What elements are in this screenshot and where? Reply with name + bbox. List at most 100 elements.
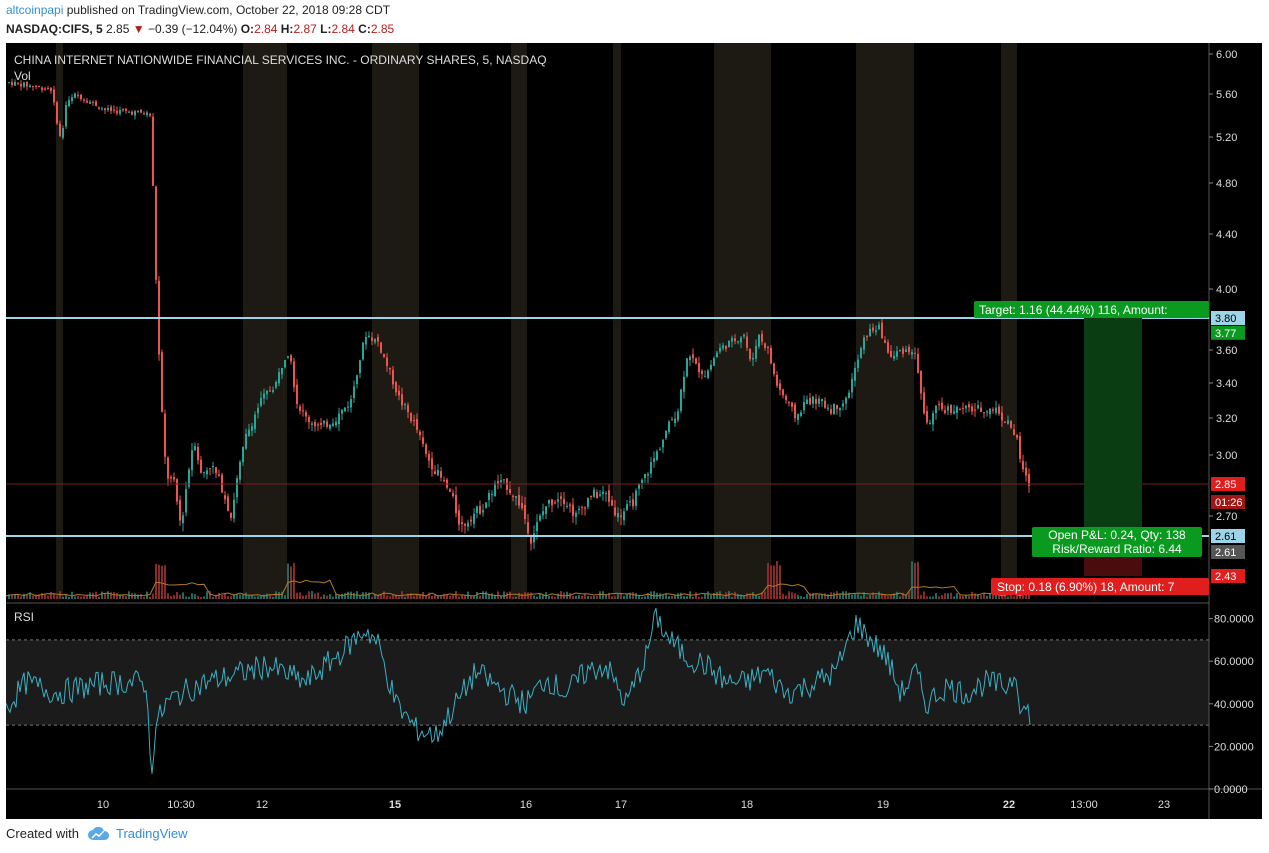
candle-body [542, 511, 544, 516]
candle-body [737, 341, 739, 343]
chart-svg[interactable]: Target: 1.16 (44.44%) 116, Amount: Open P… [6, 43, 1262, 819]
candle-body [356, 375, 358, 384]
volume-bar [161, 565, 163, 599]
volume-bar [41, 593, 43, 599]
volume-bar [731, 596, 733, 599]
candle-body [692, 354, 694, 359]
candle-body [167, 457, 169, 479]
candle-body [986, 411, 988, 413]
volume-bar [488, 594, 490, 599]
candle-body [329, 424, 331, 429]
volume-bar [593, 596, 595, 599]
candle-body [302, 410, 304, 412]
candle-body [578, 508, 580, 511]
tradingview-logo-link[interactable]: TradingView [87, 826, 188, 841]
volume-bar [428, 592, 430, 599]
candle-body [701, 370, 703, 375]
volume-bar [14, 594, 16, 599]
candle-body [407, 404, 409, 413]
time-tick-label: 22 [1003, 799, 1015, 811]
volume-bar [230, 596, 232, 599]
volume-bar [59, 591, 61, 599]
volume-bar [554, 596, 556, 599]
volume-bar [23, 593, 25, 599]
candle-body [410, 413, 412, 422]
target-label-box[interactable] [974, 301, 1209, 318]
position-profit-zone[interactable] [1084, 318, 1142, 536]
volume-bar [800, 596, 802, 599]
candle-body [857, 359, 859, 368]
volume-bar [740, 594, 742, 599]
candle-body [863, 337, 865, 350]
candle-body [170, 476, 172, 479]
candle-body [686, 358, 688, 377]
candle-body [524, 504, 526, 520]
volume-bar [674, 594, 676, 599]
candle-body [326, 421, 328, 427]
volume-bar [239, 594, 241, 599]
author-link[interactable]: altcoinpapi [6, 3, 64, 17]
candle-body [1016, 434, 1018, 438]
candle-body [395, 382, 397, 393]
volume-bar [686, 596, 688, 599]
volume-bar [314, 593, 316, 599]
volume-bar [71, 591, 73, 599]
candle-body [968, 404, 970, 408]
candle-body [764, 343, 766, 348]
target-price-badge: 3.80 [1215, 313, 1236, 325]
high-label: H: [280, 22, 294, 36]
volume-bar [125, 595, 127, 599]
candle-body [677, 411, 679, 421]
volume-bar [776, 561, 778, 599]
candle-body [740, 337, 742, 343]
volume-bar [941, 594, 943, 599]
candle-body [68, 99, 70, 107]
candle-body [194, 445, 196, 451]
stop-label-box[interactable] [991, 578, 1209, 595]
price-tick-label: 5.20 [1216, 132, 1237, 144]
candle-body [233, 499, 235, 519]
candle-body [401, 394, 403, 406]
candle-body [59, 123, 61, 137]
volume-bar [299, 592, 301, 599]
candle-body [494, 483, 496, 497]
volume-bar [374, 594, 376, 599]
volume-bar [371, 596, 373, 599]
candle-body [251, 426, 253, 431]
candle-body [113, 109, 115, 111]
cloud-icon [88, 826, 110, 840]
candle-body [353, 386, 355, 398]
open-pl-box[interactable] [1032, 527, 1202, 557]
volume-bar [80, 596, 82, 599]
candle-body [476, 506, 478, 513]
candle-body [794, 404, 796, 419]
volume-bar [26, 594, 28, 599]
price-tick-label: 5.60 [1216, 89, 1237, 101]
candle-body [44, 88, 46, 90]
candle-body [809, 397, 811, 405]
candle-body [911, 351, 913, 355]
candle-body [830, 409, 832, 414]
candle-body [305, 412, 307, 417]
candle-body [299, 406, 301, 411]
volume-bar [305, 594, 307, 599]
candle-body [980, 407, 982, 412]
volume-bar [617, 593, 619, 599]
volume-bar [44, 594, 46, 599]
volume-bar [737, 593, 739, 599]
chart-area[interactable]: Target: 1.16 (44.44%) 116, Amount: Open P… [6, 43, 1262, 819]
candle-body [23, 82, 25, 87]
candle-body [488, 492, 490, 501]
candle-body [152, 116, 154, 186]
candle-body [671, 419, 673, 421]
volume-bar [446, 594, 448, 599]
candle-body [590, 495, 592, 498]
volume-bar [323, 594, 325, 599]
candle-body [317, 424, 319, 426]
volume-bar [578, 594, 580, 599]
volume-bar [494, 595, 496, 599]
volume-bar [377, 594, 379, 599]
price-tick-label: 6.00 [1216, 49, 1237, 61]
session-shade [1001, 43, 1017, 599]
footer: Created with TradingView [6, 826, 188, 841]
